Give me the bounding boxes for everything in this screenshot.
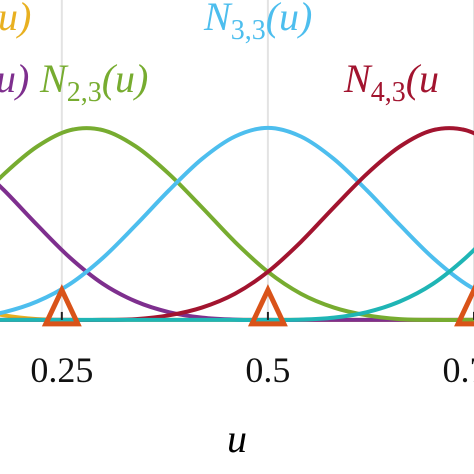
legend-label: N3,3(u) [203, 0, 312, 46]
curve [0, 125, 474, 316]
series-layer [0, 125, 474, 322]
overlay: 0.25 0.5 0.75 u) u)N2,3(u) N3,3(u) N4,3(u [0, 0, 474, 390]
curve [0, 126, 474, 322]
x-tick-label: 0.75 [443, 350, 474, 390]
knot-marker [247, 284, 288, 327]
legend-label: N4,3(u [343, 56, 439, 108]
legend-label: N2,3(u) [39, 56, 148, 108]
grid [0, 0, 474, 322]
x-tick-label: 0.5 [245, 350, 290, 390]
curve [0, 126, 474, 322]
curve [0, 247, 474, 322]
curve [0, 183, 474, 322]
knot-marker [454, 284, 474, 327]
legend-label: u) [0, 0, 31, 39]
legend-label: u) [0, 56, 29, 101]
knot-marker [41, 284, 82, 327]
x-tick-label: 0.25 [30, 350, 93, 390]
x-axis-label: u [227, 416, 247, 461]
